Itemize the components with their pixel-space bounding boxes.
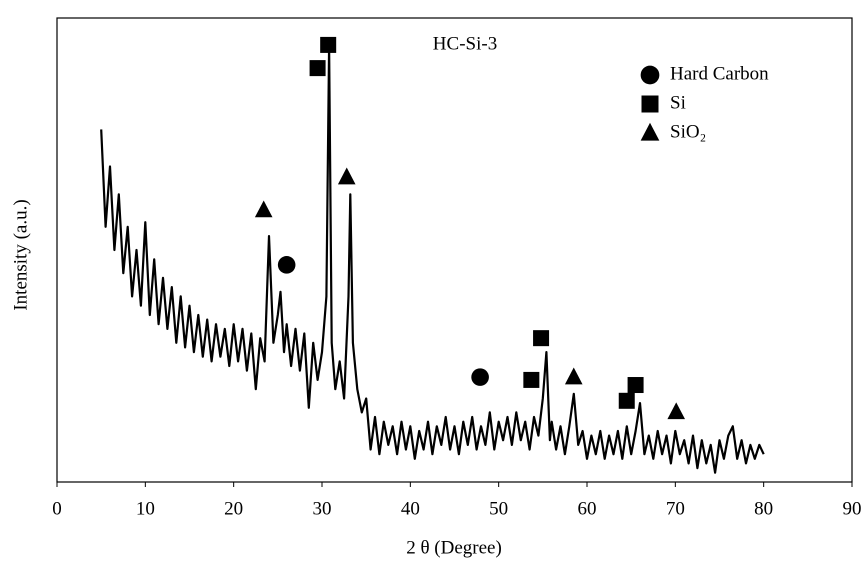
chart-title: HC-Si-3 bbox=[433, 33, 497, 54]
x-tick-label: 0 bbox=[52, 498, 62, 519]
legend-label: Si bbox=[670, 92, 686, 113]
phase-marker bbox=[277, 256, 296, 274]
x-tick-label: 20 bbox=[224, 498, 243, 519]
phase-marker bbox=[667, 402, 686, 420]
x-axis-label: 2 θ (Degree) bbox=[406, 537, 502, 558]
x-tick-label: 50 bbox=[489, 498, 508, 519]
phase-marker bbox=[564, 367, 583, 385]
x-tick-label: 60 bbox=[578, 498, 597, 519]
x-tick-label: 40 bbox=[401, 498, 420, 519]
phase-marker bbox=[254, 200, 273, 218]
phase-marker bbox=[471, 368, 489, 386]
legend-symbol bbox=[640, 65, 660, 85]
x-tick-label: 10 bbox=[136, 498, 155, 519]
x-tick-label: 80 bbox=[754, 498, 773, 519]
x-tick-label: 70 bbox=[666, 498, 685, 519]
phase-marker bbox=[309, 60, 326, 77]
phase-marker bbox=[320, 36, 337, 53]
x-tick-label: 30 bbox=[313, 498, 332, 519]
plot-frame bbox=[56, 17, 853, 483]
phase-marker bbox=[533, 330, 550, 347]
legend-label: SiO₂ bbox=[670, 121, 706, 142]
phase-marker bbox=[618, 392, 635, 409]
phase-marker bbox=[523, 371, 540, 388]
y-axis-label: Intensity (a.u.) bbox=[10, 199, 31, 310]
legend-label: Hard Carbon bbox=[670, 63, 769, 84]
phase-marker bbox=[627, 377, 644, 394]
phase-marker bbox=[337, 167, 356, 185]
legend-symbol bbox=[641, 95, 659, 113]
legend-symbol bbox=[640, 122, 660, 141]
x-tick-label: 90 bbox=[843, 498, 862, 519]
data-line bbox=[100, 44, 765, 474]
